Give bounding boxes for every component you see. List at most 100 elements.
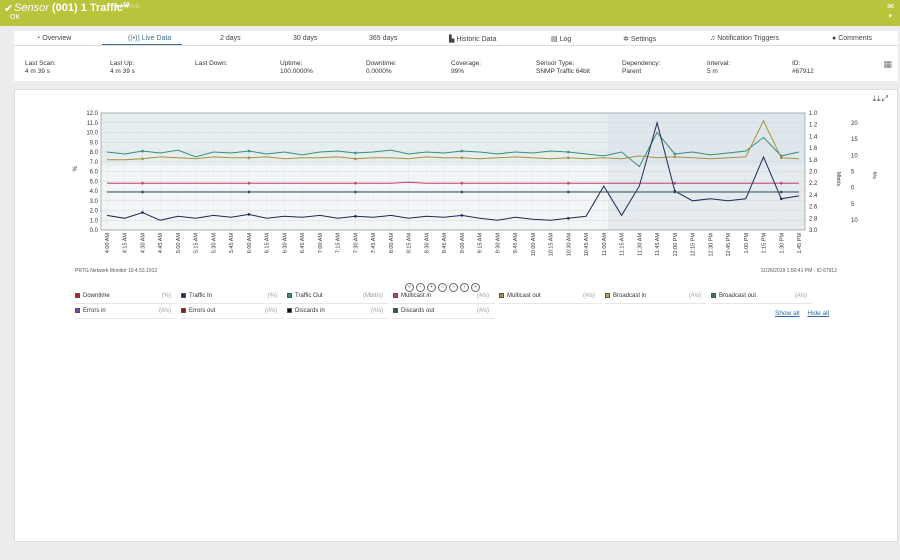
y-right2-tick-label: 20 (851, 121, 858, 127)
info-downtime: Downtime: 0.0000% (366, 60, 397, 75)
mail-icon[interactable]: ✉ (887, 2, 894, 11)
x-tick-label: 1:15 PM (762, 233, 768, 254)
tab-comments[interactable]: ● Comments (832, 35, 873, 42)
legend-item[interactable]: Discards in (#/s) (287, 308, 389, 319)
x-tick-label: 1:30 PM (779, 233, 785, 254)
series-point (673, 190, 677, 194)
y-left-tick-label: 2.0 (90, 209, 99, 215)
legend-unit: (#/s) (689, 293, 701, 299)
legend-label: Traffic Out (295, 293, 323, 299)
tab-365-days[interactable]: 365 days (369, 35, 398, 42)
y-right1-tick-label: 1.4 (809, 134, 818, 140)
y-left-tick-label: 0.0 (90, 228, 99, 234)
expand-icon[interactable]: ⤢ (881, 94, 889, 103)
series-point (567, 156, 570, 160)
legend-checkbox[interactable] (605, 293, 610, 298)
chart-icon: ▙ (449, 36, 457, 43)
legend-checkbox[interactable] (181, 308, 186, 313)
y-right1-tick-label: 3.0 (809, 228, 818, 234)
legend-item[interactable]: Broadcast in (#/s) (605, 293, 707, 304)
pie-icon: ◔ (36, 35, 43, 42)
show-all-link[interactable]: Show all (775, 310, 800, 317)
series-line-3 (106, 120, 800, 221)
legend-links: Show all Hide all (775, 310, 835, 317)
legend-underline (75, 318, 177, 319)
zoom-in-icon[interactable]: + (427, 283, 436, 292)
legend-unit: (Mbit/s) (363, 293, 383, 299)
reset-zoom-icon[interactable]: ○ (438, 283, 447, 292)
legend-unit: (%) (161, 293, 171, 299)
legend-item[interactable]: Traffic In (%) (181, 293, 283, 304)
x-tick-label: 10:15 AM (549, 233, 555, 257)
chevron-down-icon[interactable]: ▾ (888, 13, 892, 20)
tab-log[interactable]: ▤ Log (551, 36, 572, 43)
comment-icon: ● (832, 35, 839, 42)
legend-checkbox[interactable] (393, 293, 398, 298)
x-tick-label: 4:45 AM (158, 233, 164, 254)
legend-checkbox[interactable] (711, 293, 716, 298)
x-tick-label: 9:45 AM (513, 233, 519, 254)
y-left-tick-label: 1.0 (90, 218, 99, 224)
y-right2-tick-label: 15 (851, 137, 858, 143)
tab-overview[interactable]: ◔ Overview (36, 35, 72, 42)
x-tick-label: 9:00 AM (460, 233, 466, 254)
legend-label: Errors in (83, 308, 106, 314)
tab-live-data[interactable]: ((•)) Live Data (128, 35, 172, 42)
legend-item[interactable]: Multicast out (#/s) (499, 293, 601, 304)
last-page-icon[interactable]: » (471, 283, 480, 292)
legend-checkbox[interactable] (287, 308, 292, 313)
qr-code-icon[interactable]: ▦ (883, 59, 892, 69)
legend-checkbox[interactable] (287, 293, 292, 298)
next-icon[interactable]: › (460, 283, 469, 292)
y-right1-tick-label: 1.8 (809, 158, 818, 164)
legend-checkbox[interactable] (75, 293, 80, 298)
x-tick-label: 9:15 AM (478, 233, 484, 254)
legend-item[interactable]: Broadcast out (#/s) (711, 293, 813, 304)
series-point (141, 181, 144, 185)
series-point (354, 151, 357, 155)
legend-checkbox[interactable] (393, 308, 398, 313)
tab-settings[interactable]: ✲ Settings (623, 36, 657, 43)
y-right1-tick-label: 2.0 (809, 170, 818, 176)
legend-item[interactable]: Downtime (%) (75, 293, 177, 304)
export-icon[interactable]: ⤓ (877, 94, 882, 103)
series-point (354, 181, 357, 185)
first-page-icon[interactable]: « (405, 283, 414, 292)
prev-icon[interactable]: ‹ (416, 283, 425, 292)
info-dependency: Dependency: Parent (622, 60, 661, 75)
y-right2-tick-label: 10 (851, 218, 858, 224)
y-right1-axis-label: Mbit/s (835, 172, 841, 187)
y-left-tick-label: 8.0 (90, 150, 99, 156)
hide-all-link[interactable]: Hide all (807, 310, 830, 317)
x-tick-label: 10:45 AM (584, 233, 590, 257)
series-point (141, 211, 144, 214)
x-tick-label: 12:00 PM (673, 233, 679, 257)
x-tick-label: 11:45 AM (655, 233, 661, 256)
legend-unit: (#/s) (795, 293, 807, 299)
tab-2-days[interactable]: 2 days (220, 35, 241, 42)
download-icon[interactable]: ⤓ (872, 94, 878, 103)
sensor-header: ✔ Sensor (001) 1 Traffic13 ★★★☆☆ OK ✉ ▾ (0, 0, 900, 26)
series-point (673, 181, 677, 185)
tab-notification-triggers[interactable]: ♫ Notification Triggers (710, 35, 780, 42)
legend-item[interactable]: Discards out (#/s) (393, 308, 495, 319)
tab-historic-data[interactable]: ▙ Historic Data (449, 36, 497, 43)
priority-stars[interactable]: ★★★☆☆ (113, 3, 140, 10)
info-id: ID: #67912 (792, 60, 814, 75)
legend-item[interactable]: Errors in (#/s) (75, 308, 177, 319)
series-point (354, 157, 357, 161)
zoom-out-icon[interactable]: − (449, 283, 458, 292)
legend-checkbox[interactable] (75, 308, 80, 313)
legend-checkbox[interactable] (499, 293, 504, 298)
legend-item[interactable]: Errors out (#/s) (181, 308, 283, 319)
legend-item[interactable]: Traffic Out (Mbit/s) (287, 293, 389, 304)
x-tick-label: 5:00 AM (176, 233, 182, 254)
x-tick-label: 10:00 AM (531, 233, 537, 257)
title-sup: 13 (122, 2, 130, 9)
legend-item[interactable]: Multicast in (#/s) (393, 293, 495, 304)
chart-footer-version: PRTG Network Monitor 19.4.53.1912 (75, 268, 158, 274)
tab-30-days[interactable]: 30 days (293, 35, 318, 42)
y-right2-tick-label: 10 (851, 153, 858, 159)
legend-checkbox[interactable] (181, 293, 186, 298)
info-uptime: Uptime: 100.0000% (280, 60, 313, 75)
